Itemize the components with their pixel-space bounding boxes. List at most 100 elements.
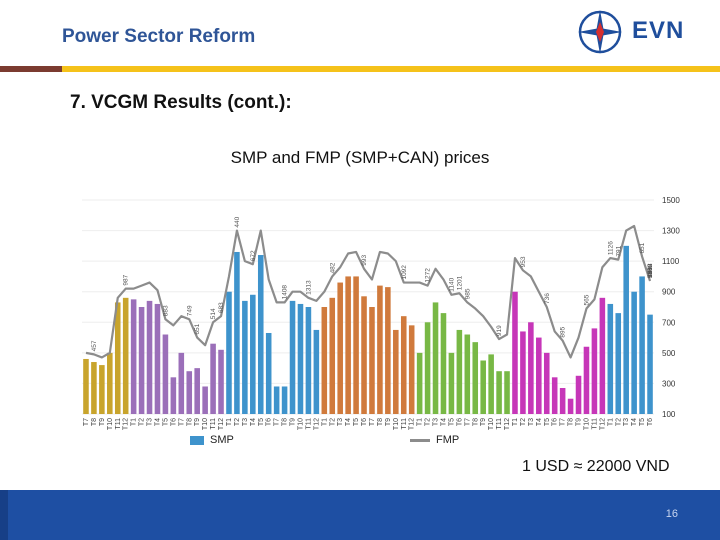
- smp-bar: [130, 299, 137, 414]
- section-title: 7. VCGM Results (cont.):: [70, 92, 292, 113]
- data-label: 651: [639, 242, 646, 253]
- smp-bar: [337, 282, 343, 414]
- x-tick-label: T9: [99, 418, 106, 426]
- x-tick-label: T6: [170, 418, 177, 426]
- data-label: 953: [520, 256, 527, 267]
- x-tick-label: T3: [433, 418, 440, 426]
- x-tick-label: T2: [139, 418, 146, 426]
- x-tick-label: T11: [401, 418, 408, 430]
- smp-bar: [345, 276, 351, 414]
- smp-bar: [472, 342, 479, 414]
- x-tick-label: T5: [544, 418, 551, 426]
- x-tick-label: T1: [417, 418, 424, 426]
- smp-bar: [591, 328, 598, 414]
- x-tick-label: T7: [369, 418, 376, 426]
- x-tick-label: T10: [393, 418, 400, 430]
- x-tick-label: T3: [623, 418, 630, 426]
- x-tick-label: T8: [472, 418, 479, 426]
- x-tick-label: T9: [385, 418, 392, 426]
- x-tick-label: T11: [210, 418, 217, 430]
- smp-bar: [170, 377, 177, 414]
- smp-bar: [583, 346, 590, 414]
- x-tick-label: T9: [194, 418, 201, 426]
- fmp-line: [85, 224, 652, 359]
- legend-smp-label: SMP: [210, 434, 234, 446]
- x-tick-label: T10: [583, 418, 590, 430]
- footer-strip: [0, 490, 8, 540]
- page-number: 16: [665, 508, 678, 520]
- smp-bar: [257, 255, 264, 414]
- x-tick-label: T5: [258, 418, 265, 426]
- x-tick-label: T2: [329, 418, 336, 426]
- smp-bar: [281, 386, 288, 414]
- data-label: 672: [250, 250, 257, 261]
- smp-bar: [329, 297, 336, 414]
- x-tick-label: T8: [186, 418, 193, 426]
- header-rule-gold: [62, 66, 720, 72]
- x-tick-label: T4: [631, 418, 638, 426]
- smp-bar: [559, 388, 566, 414]
- smp-bar: [536, 337, 542, 414]
- x-tick-label: T4: [250, 418, 257, 426]
- x-tick-label: T7: [83, 418, 90, 426]
- x-tick-label: T8: [282, 418, 289, 426]
- smp-bar: [575, 375, 582, 414]
- smp-bar: [273, 386, 280, 414]
- x-tick-label: T11: [591, 418, 598, 430]
- smp-bar: [305, 307, 312, 414]
- data-label: 651: [194, 323, 201, 334]
- smp-bar: [416, 352, 423, 414]
- data-label: 981: [647, 267, 654, 278]
- data-label: 919: [496, 325, 503, 336]
- data-label: 1313: [305, 280, 312, 295]
- y-tick-label: 1300: [662, 227, 680, 236]
- smp-bar: [202, 386, 208, 414]
- smp-bar: [639, 276, 645, 414]
- smp-bar: [186, 371, 193, 414]
- x-tick-label: T6: [266, 418, 273, 426]
- data-label: 895: [560, 326, 567, 337]
- smp-bar: [297, 303, 304, 414]
- y-tick-label: 1500: [662, 196, 680, 205]
- smp-bar: [321, 307, 328, 414]
- smp-bar: [250, 294, 256, 414]
- data-label: 457: [91, 340, 98, 351]
- x-tick-label: T3: [242, 418, 249, 426]
- smp-bar: [599, 297, 606, 414]
- smp-bar: [146, 300, 153, 414]
- x-tick-label: T5: [448, 418, 455, 426]
- data-label: 380: [647, 267, 654, 278]
- x-tick-label: T6: [647, 418, 654, 426]
- exchange-rate-note: 1 USD ≈ 22000 VND: [522, 458, 670, 475]
- x-tick-label: T10: [107, 418, 114, 430]
- smp-bar: [432, 302, 439, 414]
- data-label: 718: [647, 267, 654, 278]
- smp-bar: [607, 303, 614, 414]
- data-label: 736: [544, 293, 551, 304]
- smp-bar: [289, 300, 296, 414]
- y-tick-label: 100: [662, 410, 676, 419]
- smp-bar: [456, 329, 463, 414]
- x-tick-label: T4: [440, 418, 447, 426]
- x-tick-label: T7: [464, 418, 471, 426]
- legend-smp-swatch: [190, 435, 204, 445]
- data-label: 514: [210, 308, 217, 319]
- logo-text: EVN: [632, 17, 685, 44]
- data-label: 1092: [401, 265, 408, 280]
- x-tick-label: T12: [218, 418, 225, 430]
- smp-bar: [154, 303, 161, 414]
- smp-bar: [424, 322, 431, 414]
- x-tick-label: T10: [488, 418, 495, 430]
- x-tick-label: T3: [528, 418, 535, 426]
- y-tick-label: 500: [662, 349, 676, 358]
- x-tick-label: T5: [639, 418, 646, 426]
- y-tick-label: 1100: [662, 257, 680, 266]
- smp-bar: [512, 291, 518, 414]
- smp-bar: [162, 334, 169, 414]
- x-tick-label: T11: [115, 418, 122, 430]
- x-tick-label: T5: [162, 418, 169, 426]
- smp-bar: [313, 329, 320, 414]
- smp-bar: [448, 352, 455, 414]
- header-rule-dark: [0, 66, 62, 72]
- smp-bar: [83, 358, 89, 414]
